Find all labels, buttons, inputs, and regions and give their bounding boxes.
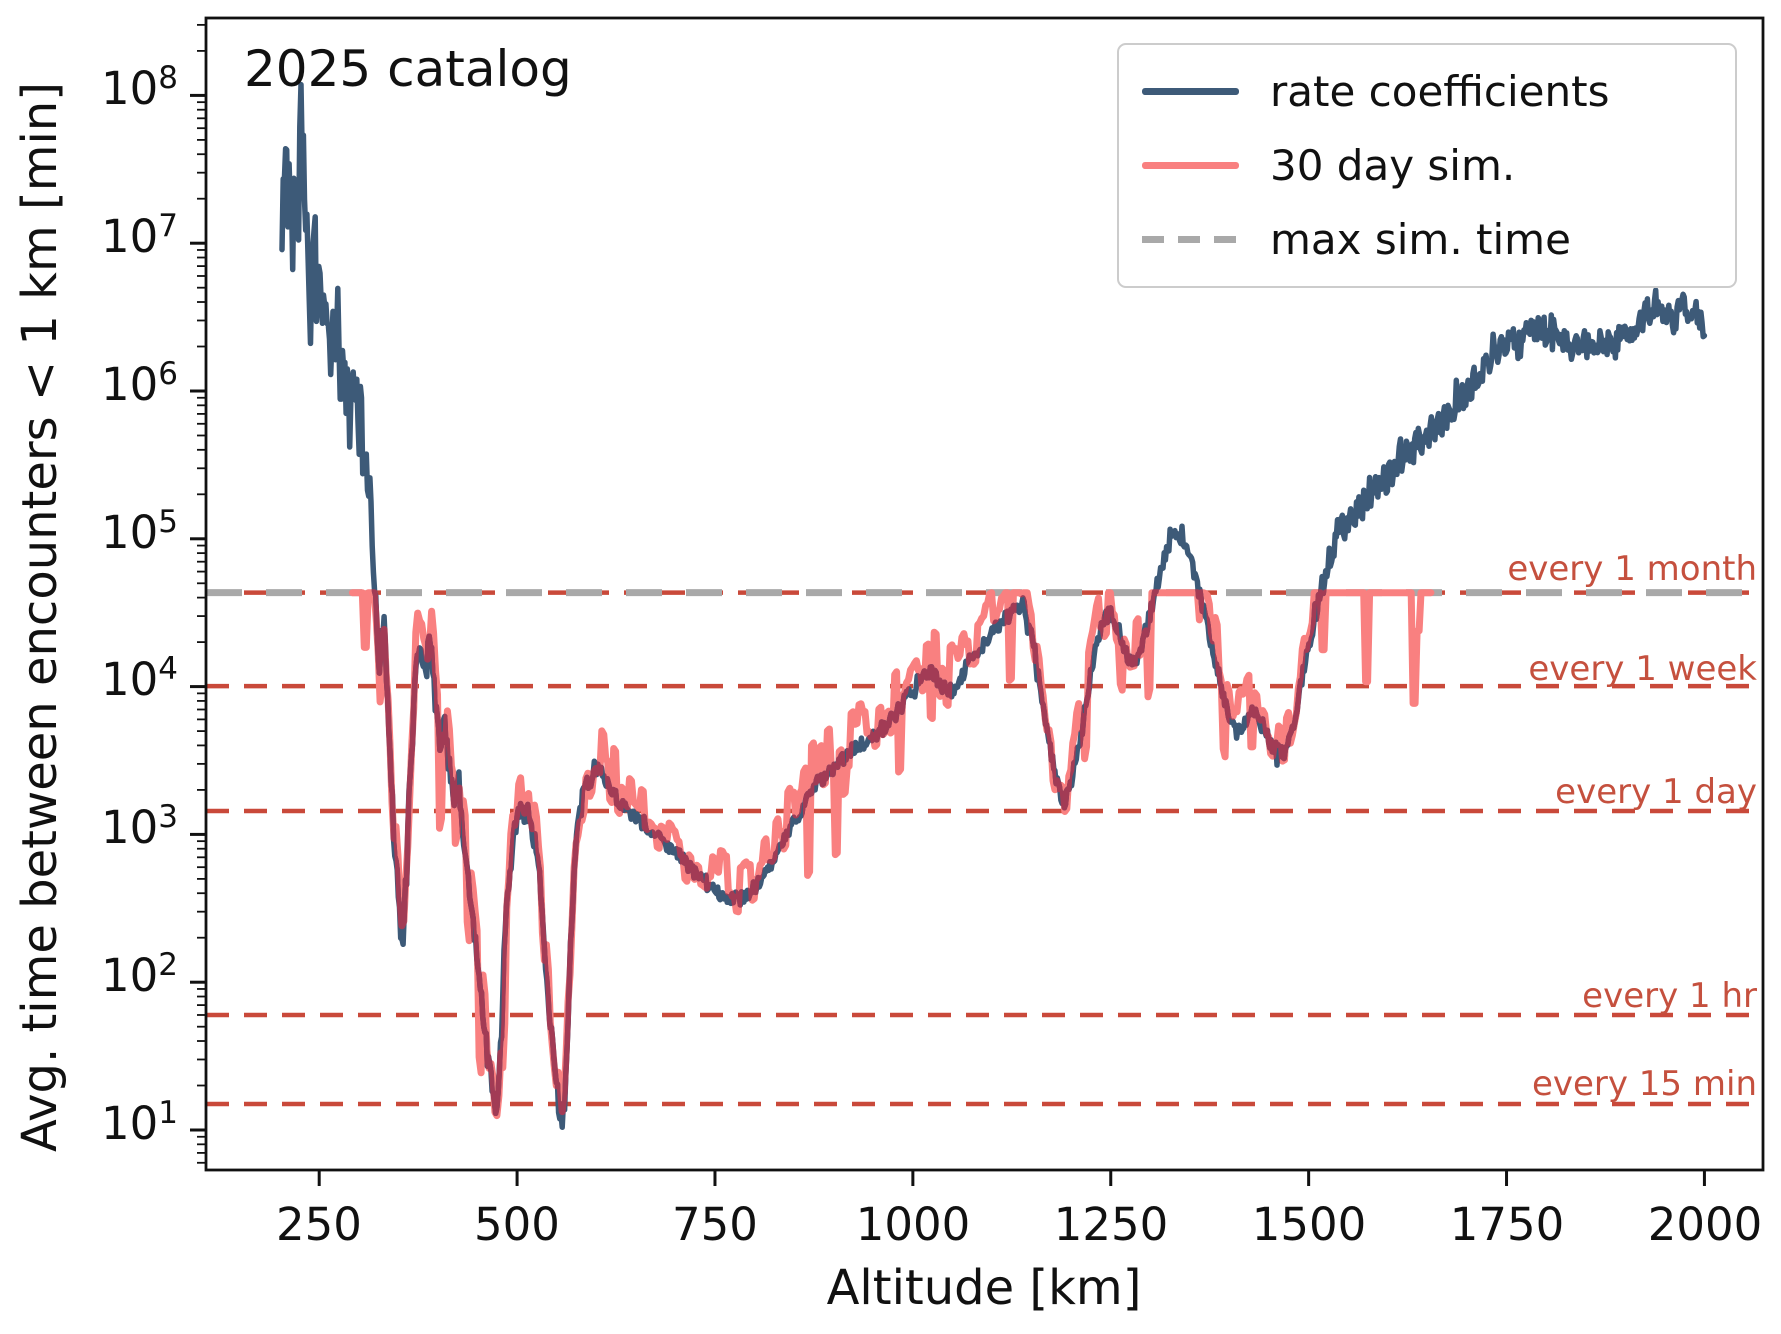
- sim-line-icon: [1142, 161, 1239, 169]
- threshold-label-week: every 1 week: [1528, 649, 1757, 689]
- overlap-curve: [279, 81, 1708, 1130]
- x-tick-label: 750: [672, 1198, 758, 1251]
- y-tick-label: 106: [101, 356, 178, 411]
- y-tick-label: 107: [101, 208, 178, 263]
- legend-item-max-sim-time: max sim. time: [1119, 209, 1735, 269]
- plot-frame: [204, 16, 1765, 1172]
- y-tick-label: 101: [101, 1095, 178, 1150]
- legend: rate coefficients 30 day sim. max sim. t…: [1117, 43, 1737, 288]
- threshold-label-hr: every 1 hr: [1582, 976, 1757, 1016]
- legend-label: max sim. time: [1270, 214, 1571, 264]
- legend-item-30-day-sim: 30 day sim.: [1119, 135, 1735, 195]
- x-axis-label: Altitude [km]: [826, 1260, 1142, 1316]
- legend-label: rate coefficients: [1270, 67, 1610, 117]
- x-tick-label: 1500: [1251, 1198, 1367, 1251]
- y-tick-label: 105: [101, 504, 178, 559]
- rate-coefficients-line-icon: [1142, 88, 1239, 96]
- x-tick-label: 1750: [1449, 1198, 1565, 1251]
- threshold-label-day: every 1 day: [1555, 772, 1757, 812]
- x-tick-label: 2000: [1647, 1198, 1763, 1251]
- y-tick-label: 104: [101, 651, 178, 706]
- y-tick-label: 108: [101, 60, 178, 115]
- plot-title: 2025 catalog: [244, 40, 572, 98]
- y-axis-label: Avg. time between encounters < 1 km [min…: [12, 82, 68, 1152]
- x-tick-label: 1250: [1053, 1198, 1169, 1251]
- max-sim-time-dashed-line-icon: [1142, 235, 1239, 243]
- threshold-label-month: every 1 month: [1507, 549, 1757, 589]
- x-tick-label: 500: [474, 1198, 560, 1251]
- legend-item-rate-coefficients: rate coefficients: [1119, 62, 1735, 122]
- x-tick-label: 250: [276, 1198, 362, 1251]
- y-tick-label: 102: [101, 947, 178, 1002]
- y-tick-label: 103: [101, 799, 178, 854]
- x-tick-label: 1000: [855, 1198, 971, 1251]
- threshold-label-15min: every 15 min: [1531, 1064, 1757, 1104]
- legend-label: 30 day sim.: [1270, 140, 1516, 190]
